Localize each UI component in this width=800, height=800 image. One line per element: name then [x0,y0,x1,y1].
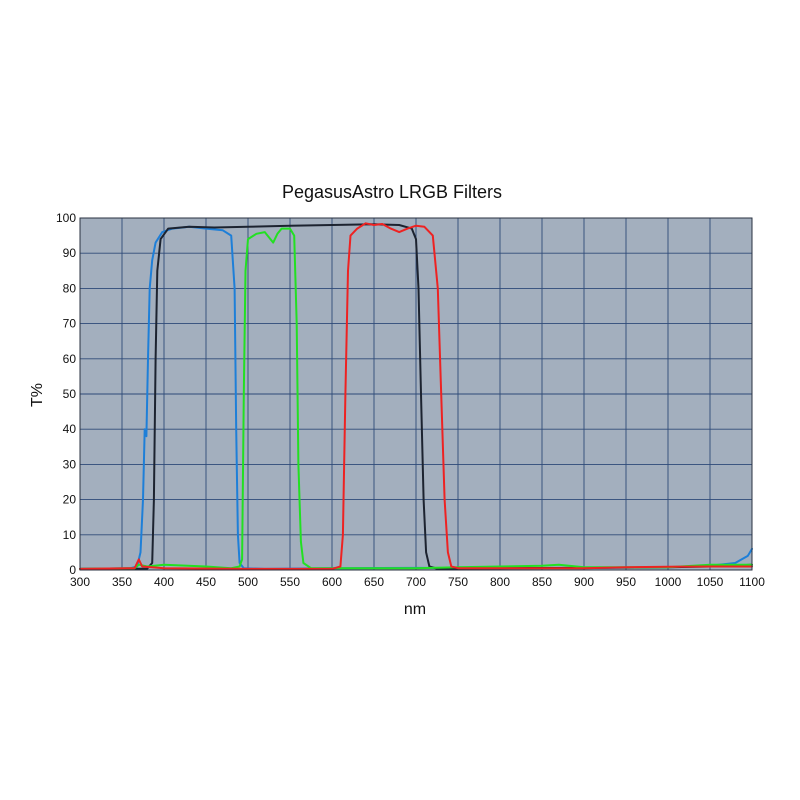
x-tick-label: 750 [448,575,468,589]
y-tick-label: 30 [63,457,77,471]
x-tick-label: 300 [70,575,90,589]
y-tick-label: 10 [63,528,77,542]
y-tick-label: 90 [63,246,77,260]
x-tick-label: 600 [322,575,342,589]
x-tick-label: 700 [406,575,426,589]
series-line [79,227,753,570]
y-tick-labels: 0 10 20 30 40 50 60 70 80 90 100 [56,211,76,577]
y-tick-label: 50 [63,387,77,401]
y-tick-label: 60 [63,352,77,366]
x-tick-label: 400 [154,575,174,589]
x-tick-labels: 300 350 400 450 500 550 600 650 700 750 800 850 900 9… [70,575,765,589]
x-tick-label: 550 [280,575,300,589]
chart-title: PegasusAstro LRGB Filters [282,182,502,202]
y-tick-label: 0 [69,563,76,577]
x-tick-label: 1000 [655,575,682,589]
x-tick-label: 900 [574,575,594,589]
x-tick-label: 800 [490,575,510,589]
x-tick-label: 450 [196,575,216,589]
plot-frame [79,217,753,571]
x-tick-label: 1100 [739,575,765,589]
x-axis-label: nm [404,601,426,618]
x-tick-label: 950 [616,575,636,589]
x-tick-label: 500 [238,575,258,589]
y-tick-label: 70 [63,317,77,331]
y-tick-label: 100 [56,211,76,225]
x-tick-label: 850 [532,575,552,589]
y-axis-label: T% [29,383,46,407]
x-tick-label: 1050 [697,575,724,589]
series-line [79,222,753,570]
x-tick-label: 650 [364,575,384,589]
y-tick-label: 40 [63,422,77,436]
y-tick-label: 20 [63,493,77,507]
x-tick-label: 350 [112,575,132,589]
y-tick-label: 80 [63,281,77,295]
series-lines [79,222,753,570]
